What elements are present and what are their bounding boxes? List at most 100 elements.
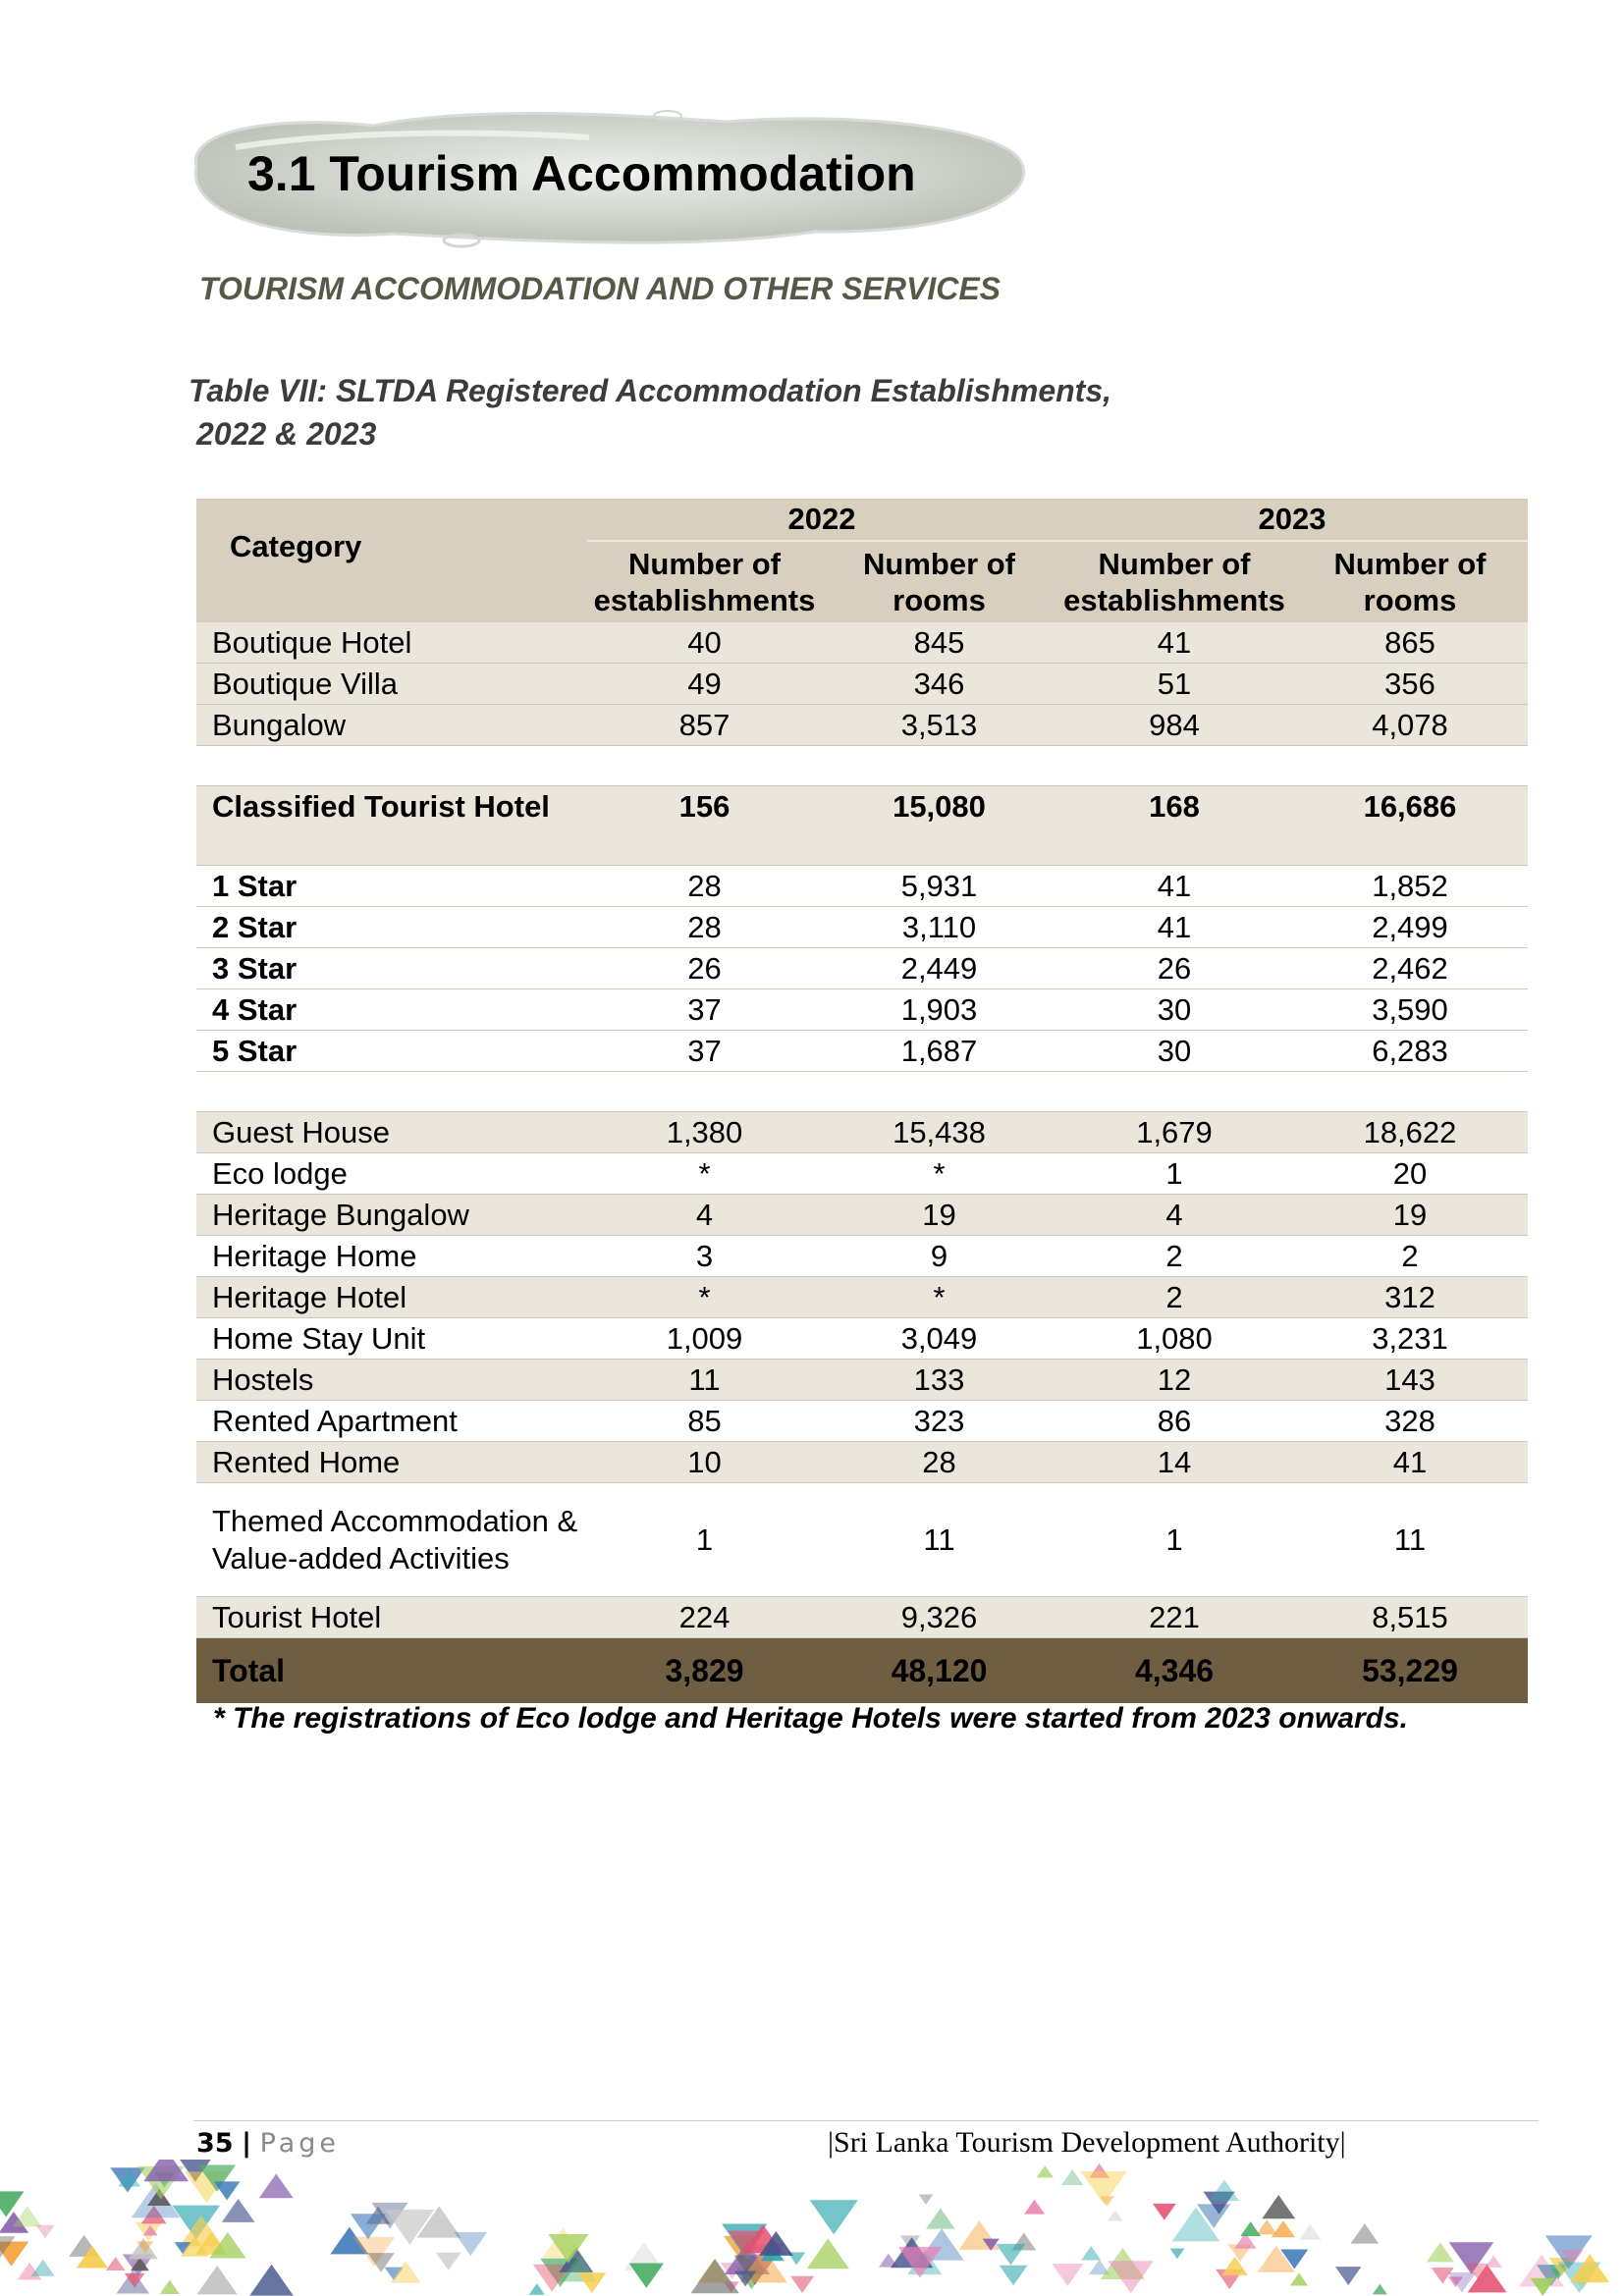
- decorative-triangle: [384, 2267, 404, 2281]
- decorative-triangle: [1544, 2235, 1593, 2269]
- decorative-triangle: [1257, 2245, 1295, 2272]
- page-number: 35 | Page: [196, 2128, 340, 2159]
- decorative-triangle: [1100, 2196, 1114, 2207]
- rooms-2022: 133: [822, 1359, 1056, 1401]
- decorative-triangle: [172, 2205, 221, 2240]
- decorative-triangle: [110, 2167, 145, 2193]
- row-category: 5 Star: [196, 1030, 587, 1072]
- row-category: 2 Star: [196, 906, 587, 948]
- rooms-2022: 3,110: [822, 906, 1056, 948]
- establishments-2023: 41: [1056, 906, 1292, 948]
- rooms-2022: 3,513: [822, 704, 1056, 746]
- establishments-2023: 30: [1056, 988, 1292, 1031]
- decorative-triangle: [1262, 2195, 1296, 2219]
- decorative-triangle: [918, 2194, 934, 2205]
- rooms-2023: 41: [1292, 1441, 1528, 1483]
- heading-banner: 3.1 Tourism Accommodation: [177, 108, 1031, 255]
- year-2023-header: 2023: [1056, 499, 1528, 542]
- page-number-value: 35: [196, 2128, 234, 2159]
- decorative-triangle: [1233, 2232, 1257, 2249]
- decorative-triangle: [1372, 2283, 1387, 2295]
- decorative-triangle: [1256, 2219, 1277, 2235]
- decorative-triangle: [548, 2234, 589, 2264]
- table-row: Guest House 1,380 15,438 1,679 18,622: [196, 1111, 1528, 1153]
- row-category: Themed Accommodation & Value-added Activ…: [196, 1482, 587, 1597]
- establishments-2022: 11: [587, 1359, 822, 1401]
- decorative-triangle: [1447, 2271, 1477, 2293]
- rooms-2022: 323: [822, 1400, 1056, 1442]
- decorative-triangle: [1240, 2221, 1262, 2236]
- decorative-triangle: [76, 2245, 108, 2269]
- decorative-triangle: [1203, 2191, 1235, 2215]
- table-row: Heritage Bungalow 4 19 4 19: [196, 1194, 1528, 1236]
- decorative-triangle: [129, 2238, 158, 2260]
- total-label: Total: [196, 1637, 587, 1703]
- decorative-triangle: [577, 2272, 607, 2294]
- rooms-2022: 346: [822, 663, 1056, 705]
- table-row: 4 Star 37 1,903 30 3,590: [196, 988, 1528, 1031]
- spacer-cell: [196, 745, 1528, 786]
- total-establishments-2022: 3,829: [587, 1637, 822, 1703]
- establishments-2022: 40: [587, 622, 822, 664]
- rooms-2023: 19: [1292, 1194, 1528, 1236]
- decorative-triangle: [1152, 2203, 1176, 2220]
- rooms-2022: 28: [822, 1441, 1056, 1483]
- decorative-triangle: [350, 2214, 387, 2240]
- decorative-triangle: [999, 2265, 1028, 2286]
- decorative-triangle: [733, 2255, 777, 2285]
- rooms-2022: 3,049: [822, 1317, 1056, 1360]
- decorative-triangle: [1280, 2249, 1309, 2269]
- row-category: 1 Star: [196, 865, 587, 907]
- row-category: Heritage Home: [196, 1235, 587, 1277]
- rooms-2023: 11: [1292, 1482, 1528, 1597]
- row-category: Rented Apartment: [196, 1400, 587, 1442]
- decorative-triangle: [0, 2241, 29, 2267]
- table-row: Classified Tourist Hotel 156 15,080 168 …: [196, 785, 1528, 866]
- decorative-triangle: [690, 2259, 739, 2294]
- rooms-2022: 11: [822, 1482, 1056, 1597]
- decorative-triangle: [1108, 2261, 1154, 2294]
- establishments-2023: 26: [1056, 947, 1292, 989]
- rooms-2023: 2: [1292, 1235, 1528, 1277]
- rooms-2022: 1,687: [822, 1030, 1056, 1072]
- establishments-2023: 86: [1056, 1400, 1292, 1442]
- decorative-triangle: [1024, 2199, 1046, 2215]
- decorative-triangle: [1197, 2204, 1231, 2228]
- decorative-triangle: [180, 2235, 210, 2257]
- establishments-2023: 221: [1056, 1596, 1292, 1638]
- rooms-2023: 865: [1292, 622, 1528, 664]
- decorative-triangle: [1221, 2256, 1248, 2275]
- establishments-2023-header: Number of establishments: [1056, 541, 1292, 622]
- establishments-2022: 857: [587, 704, 822, 746]
- decorative-triangle: [435, 2252, 461, 2270]
- establishments-2022: 85: [587, 1400, 822, 1442]
- decorative-triangle: [124, 2272, 145, 2288]
- decorative-triangle: [454, 2231, 488, 2257]
- decorative-triangle: [143, 2160, 189, 2182]
- decorative-triangle: [1100, 2247, 1146, 2279]
- decorative-triangle: [35, 2224, 55, 2239]
- establishments-2022: 3: [587, 1235, 822, 1277]
- decorative-triangle: [385, 2210, 435, 2245]
- total-rooms-2022: 48,120: [822, 1637, 1056, 1703]
- decorative-triangle: [1466, 2263, 1489, 2280]
- table-row: Eco lodge * * 1 20: [196, 1152, 1528, 1195]
- table-row: 1 Star 28 5,931 41 1,852: [196, 865, 1528, 907]
- establishments-2022: 224: [587, 1596, 822, 1638]
- decorative-triangle: [174, 2242, 192, 2255]
- row-category: Home Stay Unit: [196, 1317, 587, 1360]
- rooms-2023: 3,590: [1292, 988, 1528, 1031]
- decorative-triangle: [1081, 2246, 1102, 2261]
- row-category: Tourist Hotel: [196, 1596, 587, 1638]
- decorative-triangle: [1426, 2242, 1454, 2263]
- decorative-triangle: [1227, 2244, 1253, 2263]
- decorative-triangle: [140, 2205, 167, 2224]
- rooms-2022: 1,903: [822, 988, 1056, 1031]
- decorative-triangle: [1089, 2163, 1110, 2178]
- establishments-2023: 41: [1056, 622, 1292, 664]
- decorative-triangle: [1447, 2276, 1463, 2287]
- decorative-triangle: [1036, 2165, 1054, 2178]
- spacer-cell: [196, 1071, 1528, 1112]
- rooms-2022: *: [822, 1276, 1056, 1318]
- rooms-2022: 2,449: [822, 947, 1056, 989]
